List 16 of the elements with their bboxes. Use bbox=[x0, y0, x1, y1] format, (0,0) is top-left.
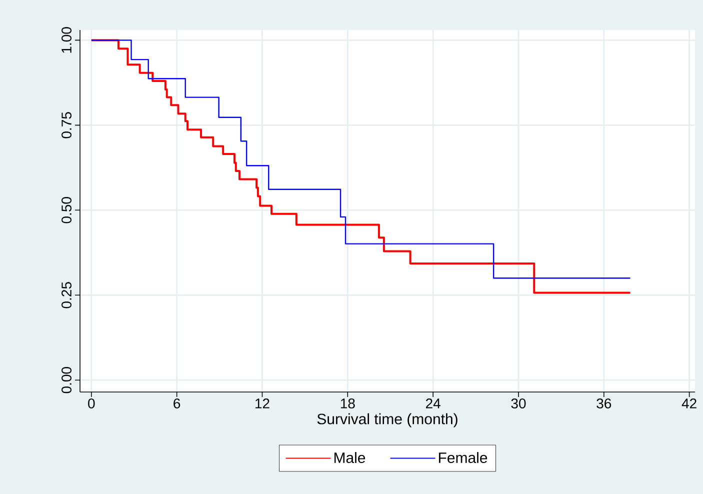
x-tick-label: 42 bbox=[682, 398, 696, 408]
x-tick-label: 24 bbox=[426, 398, 440, 408]
legend-label: Male bbox=[334, 452, 366, 464]
x-tick-label: 12 bbox=[256, 398, 270, 408]
y-tick-label: 0.00 bbox=[62, 367, 72, 394]
x-tick-label: 36 bbox=[596, 398, 612, 408]
x-tick-label: 6 bbox=[174, 398, 180, 408]
x-tick-label: 0 bbox=[88, 398, 95, 408]
x-tick-label: 18 bbox=[340, 398, 355, 408]
y-tick-label: 1.00 bbox=[62, 27, 72, 53]
y-tick-label: 0.25 bbox=[62, 282, 72, 308]
legend-label: Female bbox=[438, 452, 488, 464]
y-tick-label: 0.75 bbox=[62, 112, 72, 138]
x-tick-label: 30 bbox=[511, 398, 526, 408]
x-axis-title: Survival time (month) bbox=[317, 413, 458, 428]
y-tick-label: 0.50 bbox=[62, 197, 72, 224]
